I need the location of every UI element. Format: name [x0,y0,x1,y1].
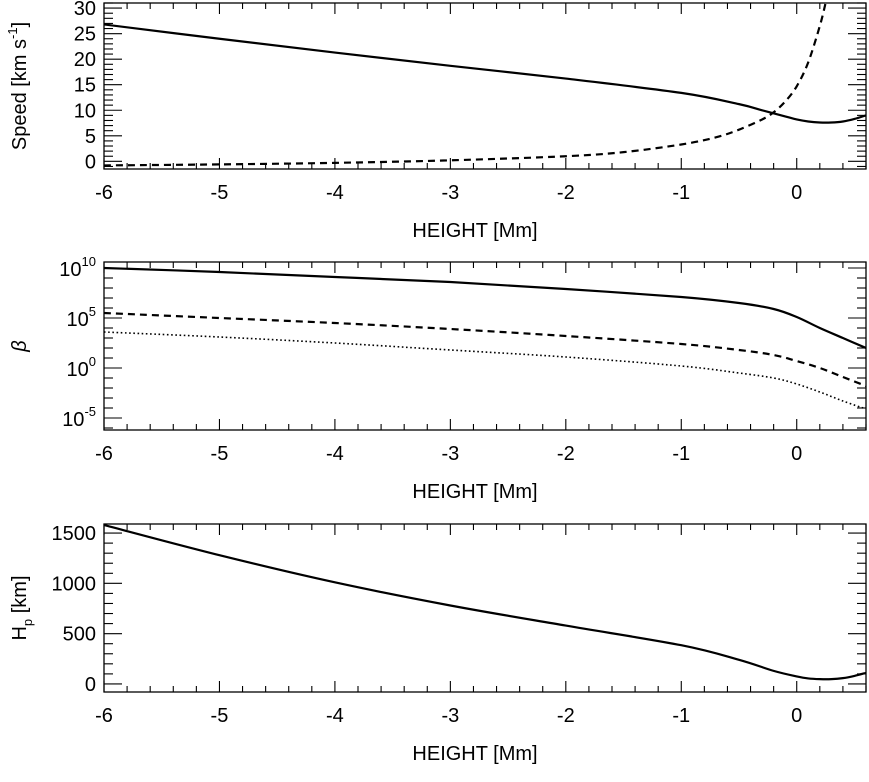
x-tick-label: -5 [211,443,229,465]
y-tick-label: 10-5 [62,404,96,431]
series-speed-solid [104,23,866,124]
series-beta-solid [104,266,866,350]
y-tick-label: 0 [85,151,96,173]
y-tick-label: 1500 [52,523,97,545]
y-tick-label: 105 [67,304,96,331]
series-beta-dashed [104,311,866,388]
panel-speed: -6 -5 -4 -3 -2 -1 0 HEIGHT [Mm] 0 5 10 15 20 25 30 Spee… [5,0,867,242]
x-axis-title: HEIGHT [Mm] [412,220,537,242]
plot-frame [103,261,867,431]
x-tick-label: -1 [672,443,690,465]
y-axis-title: Hp [km] [9,575,35,640]
x-tick-label: -3 [441,443,459,465]
x-tick-label: -5 [211,705,229,727]
y-tick-label: 0 [85,674,96,696]
panel-hp: -6 -5 -4 -3 -2 -1 0 HEIGHT [Mm] 0 500 1000 1500 Hp [… [9,523,867,765]
x-tick-label: -4 [326,443,344,465]
y-tick-label: 25 [74,24,96,46]
x-tick-label: -3 [441,705,459,727]
x-tick-label: -4 [326,705,344,727]
x-tick-label: -4 [326,182,344,204]
y-tick-label: 10 [74,100,96,122]
x-axis-title: HEIGHT [Mm] [412,481,537,503]
series-hp-solid [104,524,866,681]
y-tick-label: 1000 [52,573,97,595]
y-tick-label: 100 [67,354,96,381]
x-tick-label: 0 [791,182,802,204]
y-axis-title: Speed [km s-1] [5,22,31,150]
x-tick-label: -6 [95,182,113,204]
x-tick-label: -2 [557,182,575,204]
y-axis-title: β [9,340,31,352]
y-tick-label: 20 [74,49,96,71]
series-speed-dashed [104,3,827,167]
x-tick-label: -6 [95,705,113,727]
y-tick-label: 1010 [59,254,96,281]
y-tick-label: 500 [63,624,96,646]
plot-frame [103,523,867,693]
panel-beta: -6 -5 -4 -3 -2 -1 0 HEIGHT [Mm] 10-5 100 105 1010 β [9,254,867,503]
plot-frame [103,2,867,170]
y-tick-label: 15 [74,75,96,97]
x-tick-label: -1 [672,705,690,727]
series-beta-dotted [104,331,866,410]
x-tick-label: -5 [211,182,229,204]
x-tick-label: 0 [791,443,802,465]
x-axis-title: HEIGHT [Mm] [412,743,537,765]
x-tick-label: -2 [557,705,575,727]
x-tick-label: -3 [441,182,459,204]
x-tick-label: -6 [95,443,113,465]
x-tick-label: 0 [791,705,802,727]
y-tick-label: 30 [74,0,96,20]
x-tick-label: -1 [672,182,690,204]
x-tick-label: -2 [557,443,575,465]
y-tick-label: 5 [85,126,96,148]
